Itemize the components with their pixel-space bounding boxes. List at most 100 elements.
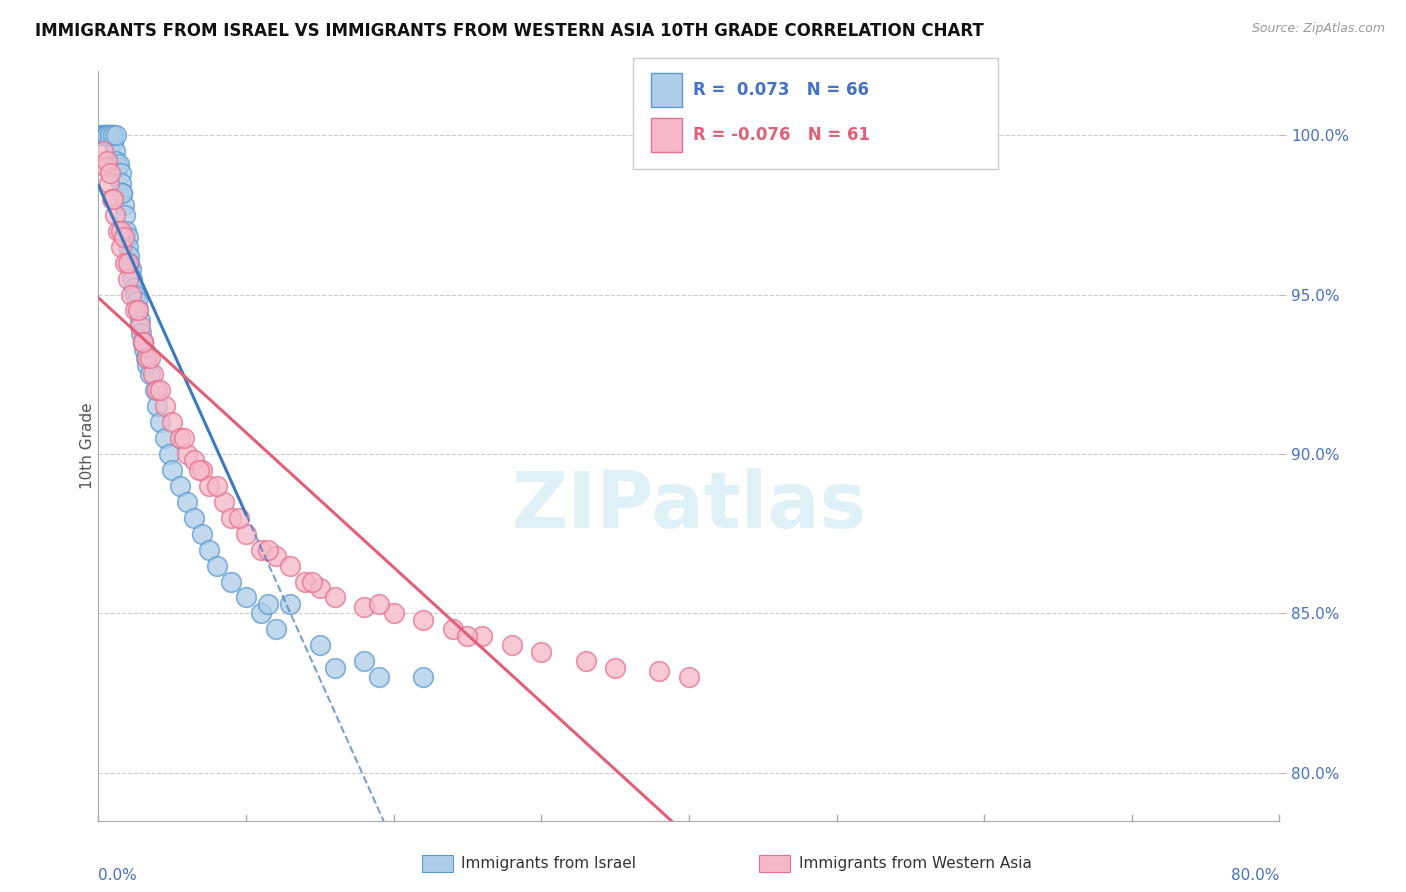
Point <box>98 128 121 142</box>
Point <box>97 128 120 142</box>
Point <box>94 128 117 142</box>
Point <box>412 670 434 684</box>
Point <box>323 591 346 605</box>
Point <box>104 144 127 158</box>
Point <box>136 358 159 372</box>
Point <box>117 255 139 269</box>
Point <box>205 479 228 493</box>
Point <box>221 510 243 524</box>
Point <box>162 415 183 429</box>
Point <box>120 287 142 301</box>
Point <box>128 319 150 334</box>
Point <box>198 542 221 557</box>
Point <box>191 526 214 541</box>
Text: 0.0%: 0.0% <box>98 869 138 883</box>
Point <box>125 293 148 308</box>
Point <box>110 240 132 254</box>
Point <box>136 351 159 366</box>
Point <box>173 431 195 445</box>
Point <box>96 128 118 142</box>
Point <box>124 287 146 301</box>
Point <box>98 166 121 180</box>
Point <box>530 645 553 659</box>
Point <box>94 160 117 174</box>
Point <box>132 335 155 350</box>
Point <box>127 303 149 318</box>
Point <box>257 542 280 557</box>
Point <box>120 262 142 277</box>
Point <box>153 399 176 413</box>
Point <box>368 597 391 611</box>
Point <box>176 447 198 461</box>
Point <box>441 623 464 637</box>
Point <box>382 607 405 621</box>
Point <box>146 399 169 413</box>
Point <box>169 479 191 493</box>
Point <box>107 224 129 238</box>
Point <box>103 128 125 142</box>
Point <box>115 224 138 238</box>
Y-axis label: 10th Grade: 10th Grade <box>80 402 94 490</box>
Point <box>235 526 257 541</box>
Point <box>501 638 523 652</box>
Point <box>228 510 250 524</box>
Point <box>100 128 122 142</box>
Point <box>111 186 134 200</box>
Point <box>153 431 176 445</box>
Point <box>149 415 172 429</box>
Point <box>309 638 332 652</box>
Point <box>353 654 375 668</box>
Point <box>205 558 228 573</box>
Point <box>105 153 128 168</box>
Point <box>117 240 139 254</box>
Point <box>129 326 152 340</box>
Point <box>264 623 287 637</box>
Point <box>96 153 118 168</box>
Point <box>575 654 598 668</box>
Point <box>198 479 221 493</box>
Point <box>162 463 183 477</box>
Point <box>118 255 141 269</box>
Point <box>149 383 172 397</box>
Point <box>301 574 323 589</box>
Point <box>127 303 149 318</box>
Point <box>183 510 205 524</box>
Point <box>110 176 132 190</box>
Text: Immigrants from Israel: Immigrants from Israel <box>461 856 636 871</box>
Point <box>103 128 125 142</box>
Text: 80.0%: 80.0% <box>1232 869 1279 883</box>
Point <box>118 249 141 263</box>
Point <box>183 453 205 467</box>
Point <box>257 597 280 611</box>
Point <box>105 128 128 142</box>
Point <box>169 431 191 445</box>
Point <box>98 128 121 142</box>
Point <box>112 230 135 244</box>
Point <box>107 160 129 174</box>
Point <box>117 230 139 244</box>
Text: R = -0.076   N = 61: R = -0.076 N = 61 <box>693 126 870 144</box>
Point <box>280 597 302 611</box>
Point <box>110 224 132 238</box>
Point <box>91 144 114 158</box>
Point <box>280 558 302 573</box>
Point <box>648 664 671 678</box>
Point <box>142 368 165 382</box>
Point <box>94 128 117 142</box>
Point <box>353 600 375 615</box>
Point <box>368 670 391 684</box>
Point <box>90 128 112 142</box>
Point <box>323 660 346 674</box>
Point <box>121 271 143 285</box>
Point <box>264 549 287 563</box>
Point <box>128 313 150 327</box>
Text: Source: ZipAtlas.com: Source: ZipAtlas.com <box>1251 22 1385 36</box>
Point <box>108 157 131 171</box>
Point <box>139 368 162 382</box>
Point <box>124 303 146 318</box>
Point <box>93 128 115 142</box>
Point <box>96 128 118 142</box>
Point <box>250 542 273 557</box>
Point <box>412 613 434 627</box>
Point <box>212 495 235 509</box>
